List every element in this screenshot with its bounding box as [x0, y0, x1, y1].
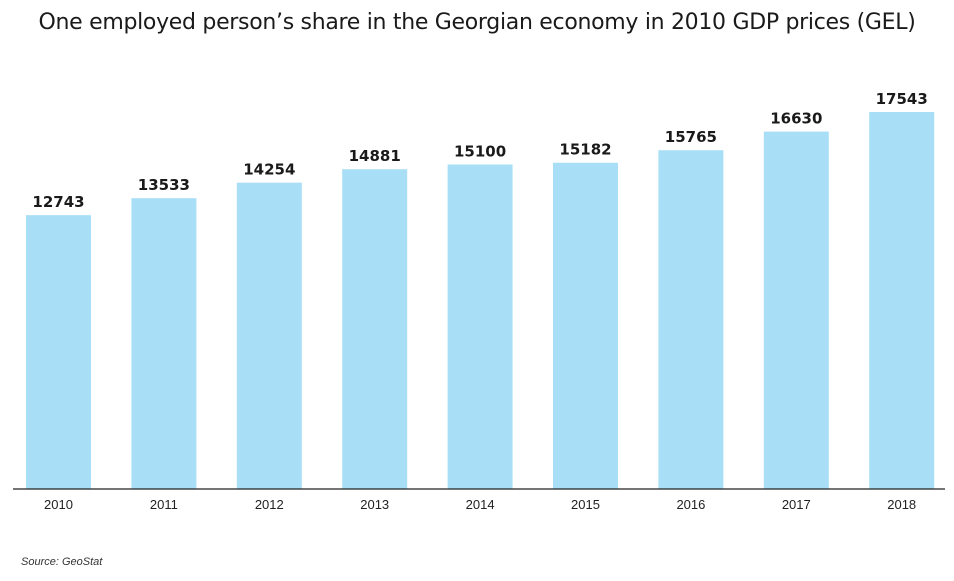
bar-2013 [342, 169, 408, 489]
x-tick-label-2017: 2017 [782, 497, 811, 512]
data-label-2010: 12743 [32, 193, 84, 211]
x-tick-label-2011: 2011 [150, 497, 178, 512]
x-tick-label-2013: 2013 [360, 497, 389, 512]
x-tick-label-2010: 2010 [44, 497, 73, 512]
data-label-2014: 15100 [454, 143, 506, 161]
x-tick-label-2018: 2018 [887, 497, 916, 512]
bar-2018 [869, 112, 935, 489]
x-tick-label-2015: 2015 [571, 497, 600, 512]
source-note: Source: GeoStat [21, 556, 103, 568]
data-label-2012: 14254 [243, 161, 295, 179]
bar-2012 [236, 182, 302, 489]
bar-2015 [553, 162, 618, 489]
x-tick-label-2016: 2016 [676, 497, 705, 512]
bar-2010 [26, 215, 91, 489]
data-label-2018: 17543 [876, 90, 928, 108]
bar-2016 [658, 150, 724, 489]
data-label-2017: 16630 [770, 110, 822, 128]
x-tick-label-2012: 2012 [255, 497, 284, 512]
data-label-2011: 13533 [138, 176, 190, 194]
data-label-2016: 15765 [665, 128, 717, 146]
data-label-2013: 14881 [349, 147, 401, 165]
bar-2011 [131, 198, 197, 489]
chart-title: One employed person’s share in the Georg… [38, 10, 916, 35]
bar-2017 [763, 131, 829, 489]
bar-2014 [447, 164, 513, 490]
x-tick-label-2014: 2014 [466, 497, 495, 512]
data-label-2015: 15182 [559, 141, 611, 159]
